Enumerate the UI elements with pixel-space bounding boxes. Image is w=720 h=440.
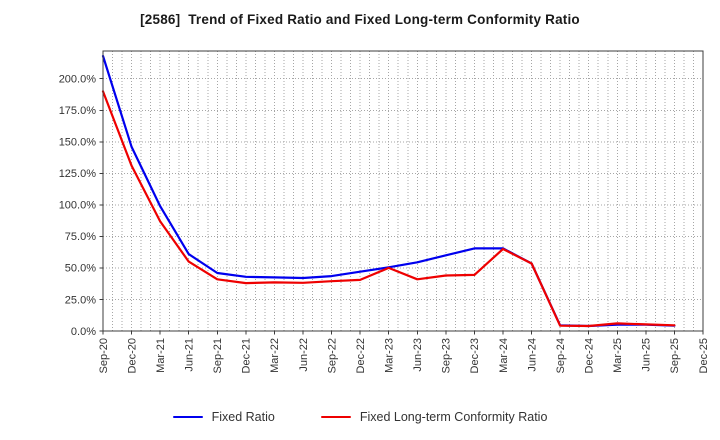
x-axis-tick-label: Dec-20 bbox=[126, 338, 138, 373]
x-axis-tick-label: Mar-23 bbox=[384, 338, 396, 373]
x-axis-tick-label: Jun-22 bbox=[298, 338, 310, 372]
series-line-fixed-long-term-conformity-ratio bbox=[101, 90, 676, 328]
y-axis-tick-label: 175.0% bbox=[59, 105, 97, 117]
y-axis-tick-label: 25.0% bbox=[65, 294, 96, 306]
y-axis-labels: 0.0% 25.0% 50.0% 75.0% 100.0% 125.0% 150.0% 175… bbox=[59, 74, 97, 338]
x-axis-tick-label: Dec-21 bbox=[241, 338, 253, 373]
x-axis-tick-label: Sep-25 bbox=[669, 338, 681, 373]
legend-item-fixed-long-term-conformity-ratio: Fixed Long-term Conformity Ratio bbox=[320, 410, 548, 424]
chart-canvas: 0.0% 25.0% 50.0% 75.0% 100.0% 125.0% 150.0% 175… bbox=[59, 50, 710, 373]
x-axis-tick-label: Sep-23 bbox=[441, 338, 453, 373]
x-axis-tick-label: Jun-24 bbox=[526, 338, 538, 372]
x-axis-tick-label: Jun-21 bbox=[184, 338, 196, 372]
y-axis-tick-label: 200.0% bbox=[59, 74, 97, 86]
x-axis-tick-label: Mar-21 bbox=[155, 338, 167, 373]
x-axis-tick-label: Sep-20 bbox=[98, 338, 110, 373]
grid-lines bbox=[102, 51, 704, 331]
x-axis-tick-label: Mar-24 bbox=[498, 338, 510, 373]
legend: Fixed Ratio Fixed Long-term Conformity R… bbox=[0, 404, 720, 430]
legend-line-fixed-long-term-conformity-ratio-icon bbox=[320, 415, 351, 419]
x-axis-tick-label: Sep-24 bbox=[555, 338, 567, 373]
axis-ticks bbox=[99, 78, 704, 335]
y-axis-tick-label: 50.0% bbox=[65, 263, 96, 275]
y-axis-tick-label: 0.0% bbox=[71, 326, 96, 338]
x-axis-tick-label: Dec-22 bbox=[355, 338, 367, 373]
x-axis-tick-label: Mar-25 bbox=[612, 338, 624, 373]
x-axis-tick-label: Jun-25 bbox=[641, 338, 653, 372]
plot-border bbox=[102, 50, 704, 332]
legend-label-fixed-ratio: Fixed Ratio bbox=[211, 410, 275, 424]
x-axis-tick-label: Sep-21 bbox=[212, 338, 224, 373]
x-axis-labels: Sep-20 Dec-20 Mar-21 Jun-21 Sep-21 Dec-21 Mar-… bbox=[98, 338, 710, 373]
x-axis-tick-label: Dec-23 bbox=[469, 338, 481, 373]
x-axis-tick-label: Dec-25 bbox=[698, 338, 710, 373]
y-axis-tick-label: 150.0% bbox=[59, 137, 97, 149]
chart-title: [2586] Trend of Fixed Ratio and Fixed Lo… bbox=[140, 12, 580, 27]
y-axis-tick-label: 100.0% bbox=[59, 200, 97, 212]
legend-item-fixed-ratio: Fixed Ratio bbox=[172, 410, 275, 424]
x-axis-tick-label: Jun-23 bbox=[412, 338, 424, 372]
x-axis-tick-label: Sep-22 bbox=[326, 338, 338, 373]
y-axis-tick-label: 125.0% bbox=[59, 168, 97, 180]
x-axis-tick-label: Mar-22 bbox=[269, 338, 281, 373]
y-axis-tick-label: 75.0% bbox=[65, 231, 96, 243]
x-axis-tick-label: Dec-24 bbox=[584, 338, 596, 373]
legend-label-fixed-long-term-conformity-ratio: Fixed Long-term Conformity Ratio bbox=[359, 410, 548, 424]
legend-line-fixed-ratio-icon bbox=[172, 415, 203, 419]
